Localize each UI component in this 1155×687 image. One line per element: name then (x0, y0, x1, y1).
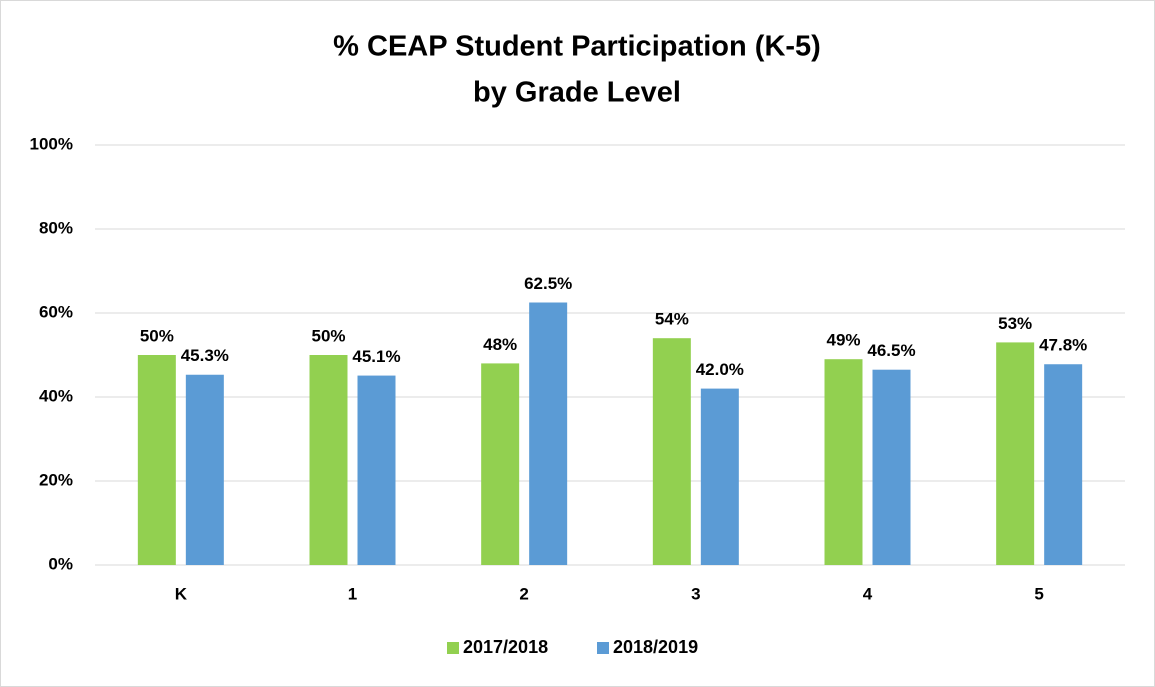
x-tick-label: K (175, 584, 188, 603)
legend-swatch (447, 642, 459, 654)
bar (872, 369, 911, 565)
x-tick-label: 4 (863, 584, 873, 603)
y-tick-label: 60% (39, 302, 73, 321)
chart-title: % CEAP Student Participation (K-5) (333, 31, 821, 63)
value-label: 50% (140, 326, 174, 345)
bar (529, 302, 568, 565)
bar (309, 355, 348, 565)
chart-title: by Grade Level (473, 77, 681, 109)
bar (137, 355, 176, 565)
y-tick-label: 80% (39, 218, 73, 237)
y-tick-label: 0% (48, 554, 73, 573)
value-label: 42.0% (696, 360, 744, 379)
value-label: 47.8% (1039, 336, 1087, 355)
bar (481, 363, 520, 565)
value-label: 46.5% (867, 341, 915, 360)
value-label: 45.1% (352, 347, 400, 366)
x-tick-label: 5 (1034, 584, 1043, 603)
value-label: 45.3% (181, 346, 229, 365)
legend-swatch (597, 642, 609, 654)
legend-label: 2018/2019 (613, 637, 698, 657)
bar (185, 374, 224, 565)
bar (1044, 364, 1083, 565)
bar (357, 375, 396, 565)
value-label: 54% (655, 310, 689, 329)
bar (700, 388, 739, 565)
legend-label: 2017/2018 (463, 637, 548, 657)
y-tick-label: 20% (39, 470, 73, 489)
x-tick-label: 1 (348, 584, 357, 603)
value-label: 53% (998, 314, 1032, 333)
value-label: 49% (826, 331, 860, 350)
value-label: 48% (483, 335, 517, 354)
x-tick-label: 2 (519, 584, 528, 603)
bar (996, 342, 1035, 565)
y-tick-label: 40% (39, 386, 73, 405)
value-label: 50% (311, 326, 345, 345)
y-tick-label: 100% (30, 134, 73, 153)
bar (652, 338, 691, 565)
bar (824, 359, 863, 565)
x-tick-label: 3 (691, 584, 700, 603)
value-label: 62.5% (524, 274, 572, 293)
